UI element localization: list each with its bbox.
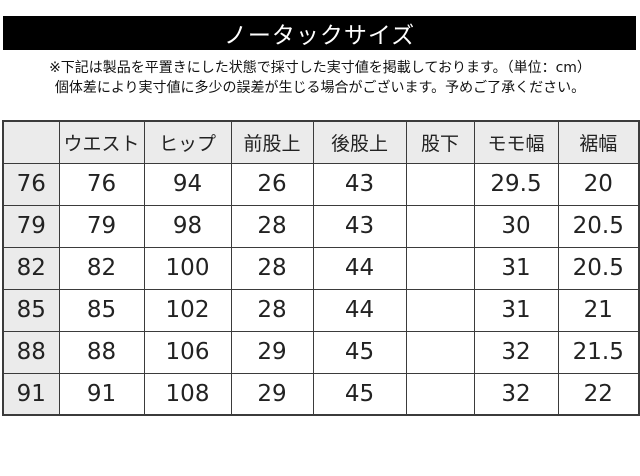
table-cell — [405, 330, 475, 374]
table-cell — [405, 288, 475, 332]
chart-title-bar: ノータックサイズ — [3, 16, 636, 50]
table-cell: 44 — [312, 246, 407, 290]
table-row: 91 91 108 29 45 32 22 — [2, 372, 640, 416]
table-cell: 102 — [143, 288, 232, 332]
table-cell: 98 — [143, 204, 232, 248]
table-cell — [405, 204, 475, 248]
table-cell — [405, 372, 475, 416]
table-cell: 45 — [312, 330, 407, 374]
table-cell: 32 — [473, 330, 559, 374]
size-table: ウエスト ヒップ 前股上 後股上 股下 モモ幅 裾幅 76 76 94 26 4… — [2, 120, 640, 416]
table-cell: 100 — [143, 246, 232, 290]
table-cell: 21 — [557, 288, 640, 332]
table-cell: 29 — [230, 372, 314, 416]
table-cell: 29.5 — [473, 162, 559, 206]
table-cell: 45 — [312, 372, 407, 416]
row-header: 79 — [2, 204, 60, 248]
table-cell: 31 — [473, 246, 559, 290]
table-cell: 76 — [58, 162, 145, 206]
table-cell: 28 — [230, 204, 314, 248]
row-header: 88 — [2, 330, 60, 374]
column-header-hip: ヒップ — [143, 120, 232, 164]
table-cell: 43 — [312, 204, 407, 248]
column-header-inseam: 股下 — [405, 120, 475, 164]
table-cell: 94 — [143, 162, 232, 206]
row-header: 82 — [2, 246, 60, 290]
table-cell: 21.5 — [557, 330, 640, 374]
note-line-2: 個体差により実寸値に多少の誤差が生じる場合がございます。予めご了承ください。 — [54, 80, 586, 96]
row-header: 91 — [2, 372, 60, 416]
row-header: 76 — [2, 162, 60, 206]
table-cell: 29 — [230, 330, 314, 374]
table-cell: 44 — [312, 288, 407, 332]
chart-title: ノータックサイズ — [223, 23, 416, 49]
column-header-back-rise: 後股上 — [312, 120, 407, 164]
table-cell: 108 — [143, 372, 232, 416]
table-row: 79 79 98 28 43 30 20.5 — [2, 204, 640, 248]
table-cell — [405, 162, 475, 206]
table-cell: 30 — [473, 204, 559, 248]
table-cell: 88 — [58, 330, 145, 374]
table-cell: 82 — [58, 246, 145, 290]
table-cell: 22 — [557, 372, 640, 416]
table-cell: 20 — [557, 162, 640, 206]
column-header-hem-width: 裾幅 — [557, 120, 640, 164]
table-row: 76 76 94 26 43 29.5 20 — [2, 162, 640, 206]
table-cell: 28 — [230, 288, 314, 332]
table-cell: 26 — [230, 162, 314, 206]
table-cell: 28 — [230, 246, 314, 290]
table-row: 85 85 102 28 44 31 21 — [2, 288, 640, 332]
table-cell — [405, 246, 475, 290]
table-cell: 106 — [143, 330, 232, 374]
table-row: 88 88 106 29 45 32 21.5 — [2, 330, 640, 374]
table-header-row: ウエスト ヒップ 前股上 後股上 股下 モモ幅 裾幅 — [2, 120, 640, 164]
table-cell: 31 — [473, 288, 559, 332]
column-header-waist: ウエスト — [58, 120, 145, 164]
table-cell: 91 — [58, 372, 145, 416]
column-header-thigh-width: モモ幅 — [473, 120, 559, 164]
column-header-front-rise: 前股上 — [230, 120, 314, 164]
column-header-blank — [2, 120, 60, 164]
note-line-1: ※下記は製品を平置きにした状態で採寸した実寸値を掲載しております。（単位：cm） — [49, 60, 591, 76]
table-cell: 79 — [58, 204, 145, 248]
table-cell: 20.5 — [557, 204, 640, 248]
table-cell: 32 — [473, 372, 559, 416]
table-cell: 20.5 — [557, 246, 640, 290]
table-cell: 43 — [312, 162, 407, 206]
measurement-note: ※下記は製品を平置きにした状態で採寸した実寸値を掲載しております。（単位：cm）… — [0, 58, 640, 98]
row-header: 85 — [2, 288, 60, 332]
table-cell: 85 — [58, 288, 145, 332]
table-row: 82 82 100 28 44 31 20.5 — [2, 246, 640, 290]
